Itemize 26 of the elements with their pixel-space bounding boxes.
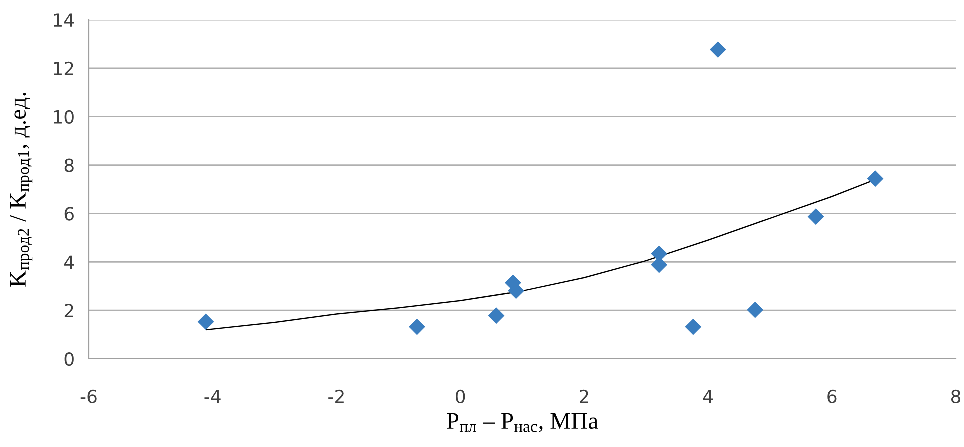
y-tick-label: 0 xyxy=(64,352,74,366)
y-tick-label: 2 xyxy=(64,304,74,318)
point xyxy=(198,314,214,330)
x-tick-label: 4 xyxy=(703,390,714,404)
x-tick-label: -2 xyxy=(328,390,344,404)
point xyxy=(710,42,726,58)
point xyxy=(747,302,764,318)
point xyxy=(409,318,426,336)
point xyxy=(685,318,702,336)
x-tick-label: 0 xyxy=(456,390,466,404)
y-tick-label: 10 xyxy=(54,110,74,124)
y-axis-title: K$_{прод2}$ / K$_{прод1}$, д.ед. xyxy=(10,93,33,287)
x-tick-label: 6 xyxy=(828,390,837,404)
x-tick-label: 2 xyxy=(580,390,588,404)
point xyxy=(867,170,884,188)
point xyxy=(808,208,824,226)
x-axis-title: P$_{пл}$ – P$_{нас}$, МПа xyxy=(447,413,598,432)
point xyxy=(488,308,505,324)
y-tick-label: 14 xyxy=(54,14,74,27)
y-tick-label: 12 xyxy=(54,62,74,76)
x-tick-label: 8 xyxy=(951,390,961,404)
x-tick-label: -4 xyxy=(204,390,221,404)
x-tick-label: -6 xyxy=(80,390,97,404)
y-tick-label: 4 xyxy=(64,256,74,270)
y-tick-label: 8 xyxy=(64,158,74,172)
y-tick-label: 6 xyxy=(64,207,74,221)
